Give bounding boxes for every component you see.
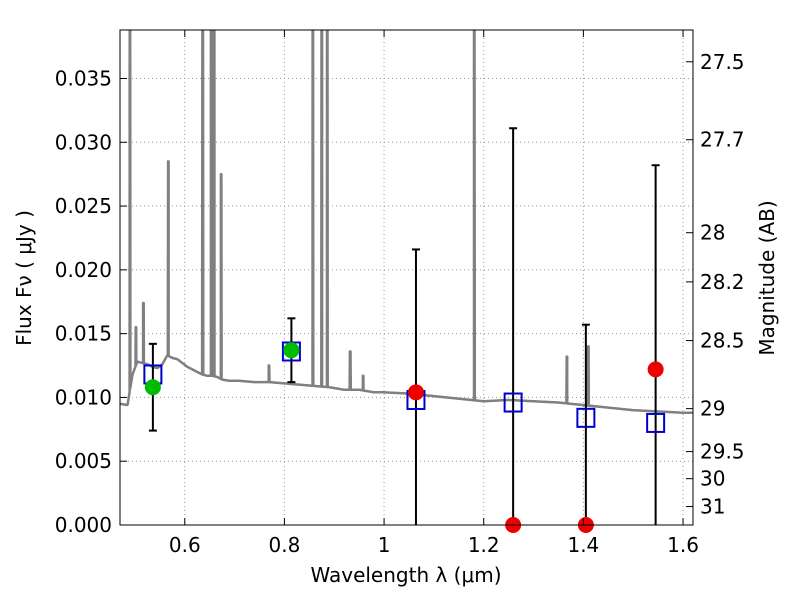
y-tick-label: 0.025: [55, 194, 112, 218]
y-axis-ticks: 0.000 0.005 0.010 0.015 0.020 0.025 0.030 0.035: [55, 66, 127, 537]
observed-point: [647, 361, 664, 378]
magnitude-tick-label: 28: [700, 221, 725, 245]
model-photometry-box: [503, 392, 523, 413]
y-tick-label: 0.000: [55, 513, 112, 537]
y-tick-label: 0.030: [55, 130, 112, 154]
x-tick-label: 0.6: [169, 533, 201, 557]
model-photometry-box: [576, 407, 596, 428]
plot-background: [120, 30, 693, 525]
magnitude-axis-ticks: 27.5 27.7 28 28.2 28.5 29 29.5 30 31: [686, 50, 745, 519]
y-axis-title: Flux Fν ( μJy ): [12, 210, 36, 346]
model-photometry-box: [646, 412, 666, 433]
x-tick-label: 1: [378, 533, 391, 557]
magnitude-tick-label: 28.2: [700, 270, 745, 294]
model-spectrum-line: [120, 30, 693, 414]
magnitude-tick-label: 28.5: [700, 329, 745, 353]
x-tick-label: 1.2: [468, 533, 500, 557]
magnitude-tick-label: 29.5: [700, 440, 745, 464]
x-tick-label: 0.8: [269, 533, 301, 557]
y-tick-label: 0.015: [55, 322, 112, 346]
grid: [120, 30, 693, 526]
model-spectrum: [120, 30, 693, 414]
observed-errorbars: [148, 127, 660, 525]
y-tick-label: 0.005: [55, 449, 112, 473]
magnitude-tick-label: 27.5: [700, 50, 745, 74]
observed-point: [144, 379, 161, 396]
y-tick-label: 0.035: [55, 66, 112, 90]
x-tick-label: 1.6: [667, 533, 699, 557]
magnitude-tick-label: 27.7: [700, 128, 745, 152]
magnitude-tick-label: 30: [700, 467, 725, 491]
x-tick-label: 1.4: [567, 533, 599, 557]
y-tick-label: 0.010: [55, 385, 112, 409]
plot-frame: [119, 29, 694, 526]
magnitude-tick-label: 31: [700, 495, 725, 519]
x-axis-ticks: 0.6 0.8 1 1.2 1.4 1.6: [169, 30, 699, 557]
magnitude-axis-title: Magnitude (AB): [755, 200, 779, 355]
observed-point: [407, 384, 424, 401]
y-tick-label: 0.020: [55, 258, 112, 282]
x-axis-title: Wavelength λ (μm): [310, 563, 501, 587]
observed-point: [283, 342, 300, 359]
magnitude-tick-label: 29: [700, 397, 725, 421]
